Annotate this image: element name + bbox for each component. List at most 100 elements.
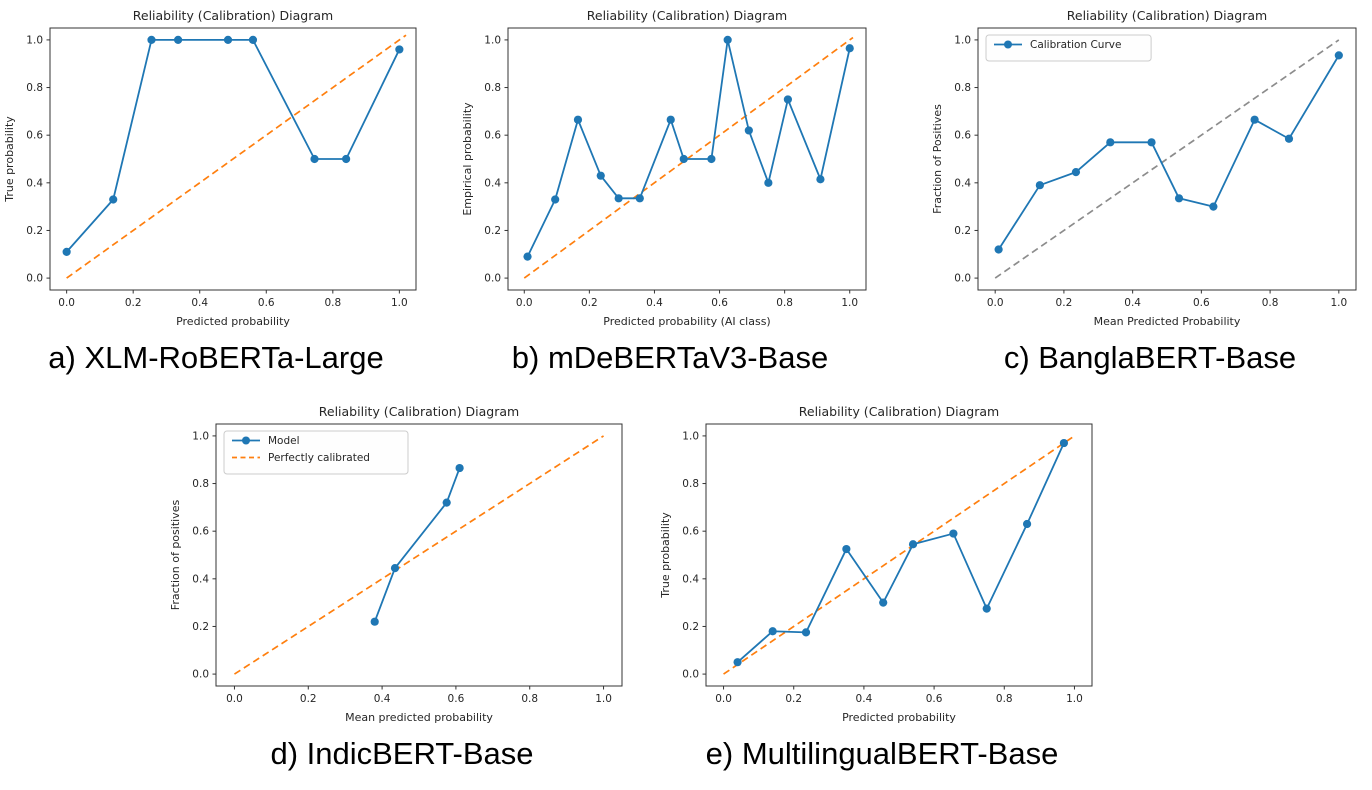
data-point [223, 35, 233, 45]
y-tick-label: 1.0 [954, 34, 971, 46]
figure-b-caption: b) mDeBERTaV3-Base [511, 340, 829, 375]
x-tick-label: 0.4 [646, 297, 663, 309]
data-point [666, 115, 675, 124]
y-axis-label: Empirical probability [461, 102, 474, 216]
y-axis-label: Fraction of positives [169, 500, 182, 611]
x-tick-label: 0.8 [521, 693, 538, 705]
data-point [1059, 438, 1069, 448]
data-point [1334, 51, 1343, 60]
data-point [1071, 168, 1081, 177]
data-point [596, 171, 605, 180]
data-point [783, 95, 792, 104]
data-point [845, 44, 854, 53]
legend-label: Model [268, 435, 300, 447]
data-point [1106, 138, 1115, 147]
x-tick-label: 0.8 [1262, 297, 1279, 309]
series-calibration-curve [62, 35, 404, 256]
x-tick-label: 1.0 [595, 693, 612, 705]
figure-e-caption: e) MultilingualBERT-Base [705, 736, 1059, 771]
x-tick-label: 0.2 [1056, 297, 1073, 309]
data-point [342, 154, 351, 164]
data-point [1035, 181, 1044, 190]
data-point [109, 195, 118, 204]
y-tick-label: 0.0 [484, 273, 501, 285]
legend-label: Perfectly calibrated [268, 452, 370, 464]
x-tick-label: 1.0 [841, 297, 858, 309]
figure-c-caption: c) BanglaBERT-Base [1003, 340, 1297, 375]
y-tick-label: 1.0 [192, 430, 209, 442]
data-point [679, 154, 688, 164]
x-tick-label: 0.4 [191, 297, 208, 309]
x-tick-label: 1.0 [1330, 297, 1347, 309]
x-tick-label: 0.2 [581, 297, 598, 309]
y-tick-label: 0.6 [682, 526, 699, 538]
data-point [1284, 134, 1294, 143]
diagonal-reference-line [723, 435, 1075, 675]
figure-e: Reliability (Calibration) Diagram 0.0 0.2 0… [656, 398, 1108, 772]
figure-c: Reliability (Calibration) Diagram 0.0 0.2 0… [928, 2, 1372, 376]
y-tick-label: 0.8 [192, 478, 209, 490]
x-tick-label: 0.0 [226, 693, 243, 705]
x-axis-label: Predicted probability [842, 711, 956, 724]
y-tick-label: 1.0 [484, 34, 501, 46]
series-calibration-curve [994, 51, 1343, 254]
diagonal-reference-line [233, 435, 605, 675]
series-line [997, 54, 1340, 250]
y-tick-label: 0.6 [26, 130, 43, 142]
y-tick-label: 0.6 [484, 130, 501, 142]
figure-a-caption: a) XLM-RoBERTa-Large [48, 340, 384, 375]
figure-d: Reliability (Calibration) Diagram 0.0 0.2 0… [166, 398, 638, 772]
data-point [707, 154, 716, 164]
x-tick-label: 0.6 [258, 297, 275, 309]
legend: Calibration Curve [985, 34, 1152, 62]
data-point [733, 658, 742, 667]
y-axis-label: Fraction of Positives [931, 104, 944, 214]
data-point [723, 35, 732, 45]
data-point [310, 154, 319, 164]
x-tick-label: 0.0 [715, 693, 732, 705]
axes: 0.0 0.2 0.4 0.6 0.8 1.0 0.0 0.2 0.4 0.6 0.8 1.0 [954, 34, 1347, 309]
data-point [523, 252, 532, 261]
y-tick-label: 0.6 [192, 526, 209, 538]
x-tick-label: 0.8 [996, 693, 1013, 705]
y-tick-label: 0.0 [26, 273, 43, 285]
data-point [573, 115, 583, 124]
data-point [442, 498, 451, 507]
y-tick-label: 0.8 [682, 478, 699, 490]
y-tick-label: 0.0 [192, 669, 209, 681]
x-tick-label: 0.6 [711, 297, 728, 309]
series-line [373, 467, 461, 623]
axes: 0.0 0.2 0.4 0.6 0.8 1.0 0.0 0.2 0.4 0.6 0.8 1.0 [484, 34, 858, 309]
data-point [248, 35, 258, 45]
data-point [764, 178, 773, 187]
x-tick-label: 0.4 [1124, 297, 1141, 309]
x-tick-label: 1.0 [1066, 693, 1083, 705]
y-tick-label: 0.4 [192, 573, 209, 585]
y-tick-label: 0.6 [954, 130, 971, 142]
y-tick-label: 0.0 [682, 669, 699, 681]
series-model-curve [370, 463, 464, 626]
data-point [994, 245, 1003, 254]
figure-b: Reliability (Calibration) Diagram 0.0 0.2 0… [458, 2, 882, 376]
x-tick-label: 1.0 [391, 297, 408, 309]
data-point [455, 463, 464, 473]
data-point [174, 35, 183, 45]
data-point [1250, 115, 1259, 124]
figure-d-caption: d) IndicBERT-Base [270, 736, 534, 771]
x-tick-label: 0.6 [926, 693, 943, 705]
y-tick-label: 0.0 [954, 273, 971, 285]
y-tick-label: 0.2 [26, 225, 43, 237]
data-point [744, 126, 753, 135]
data-point [390, 564, 400, 573]
y-tick-label: 0.2 [484, 225, 501, 237]
axes: 0.0 0.2 0.4 0.6 0.8 1.0 0.0 0.2 0.4 0.6 0.8 1.0 [192, 430, 612, 705]
x-tick-label: 0.8 [776, 297, 793, 309]
data-point [801, 628, 811, 637]
data-point [949, 529, 958, 538]
x-tick-label: 0.8 [324, 297, 341, 309]
diagonal-reference-line [523, 36, 854, 279]
axes: 0.0 0.2 0.4 0.6 0.8 1.0 0.0 0.2 0.4 0.6 0.8 1.0 [682, 430, 1083, 705]
